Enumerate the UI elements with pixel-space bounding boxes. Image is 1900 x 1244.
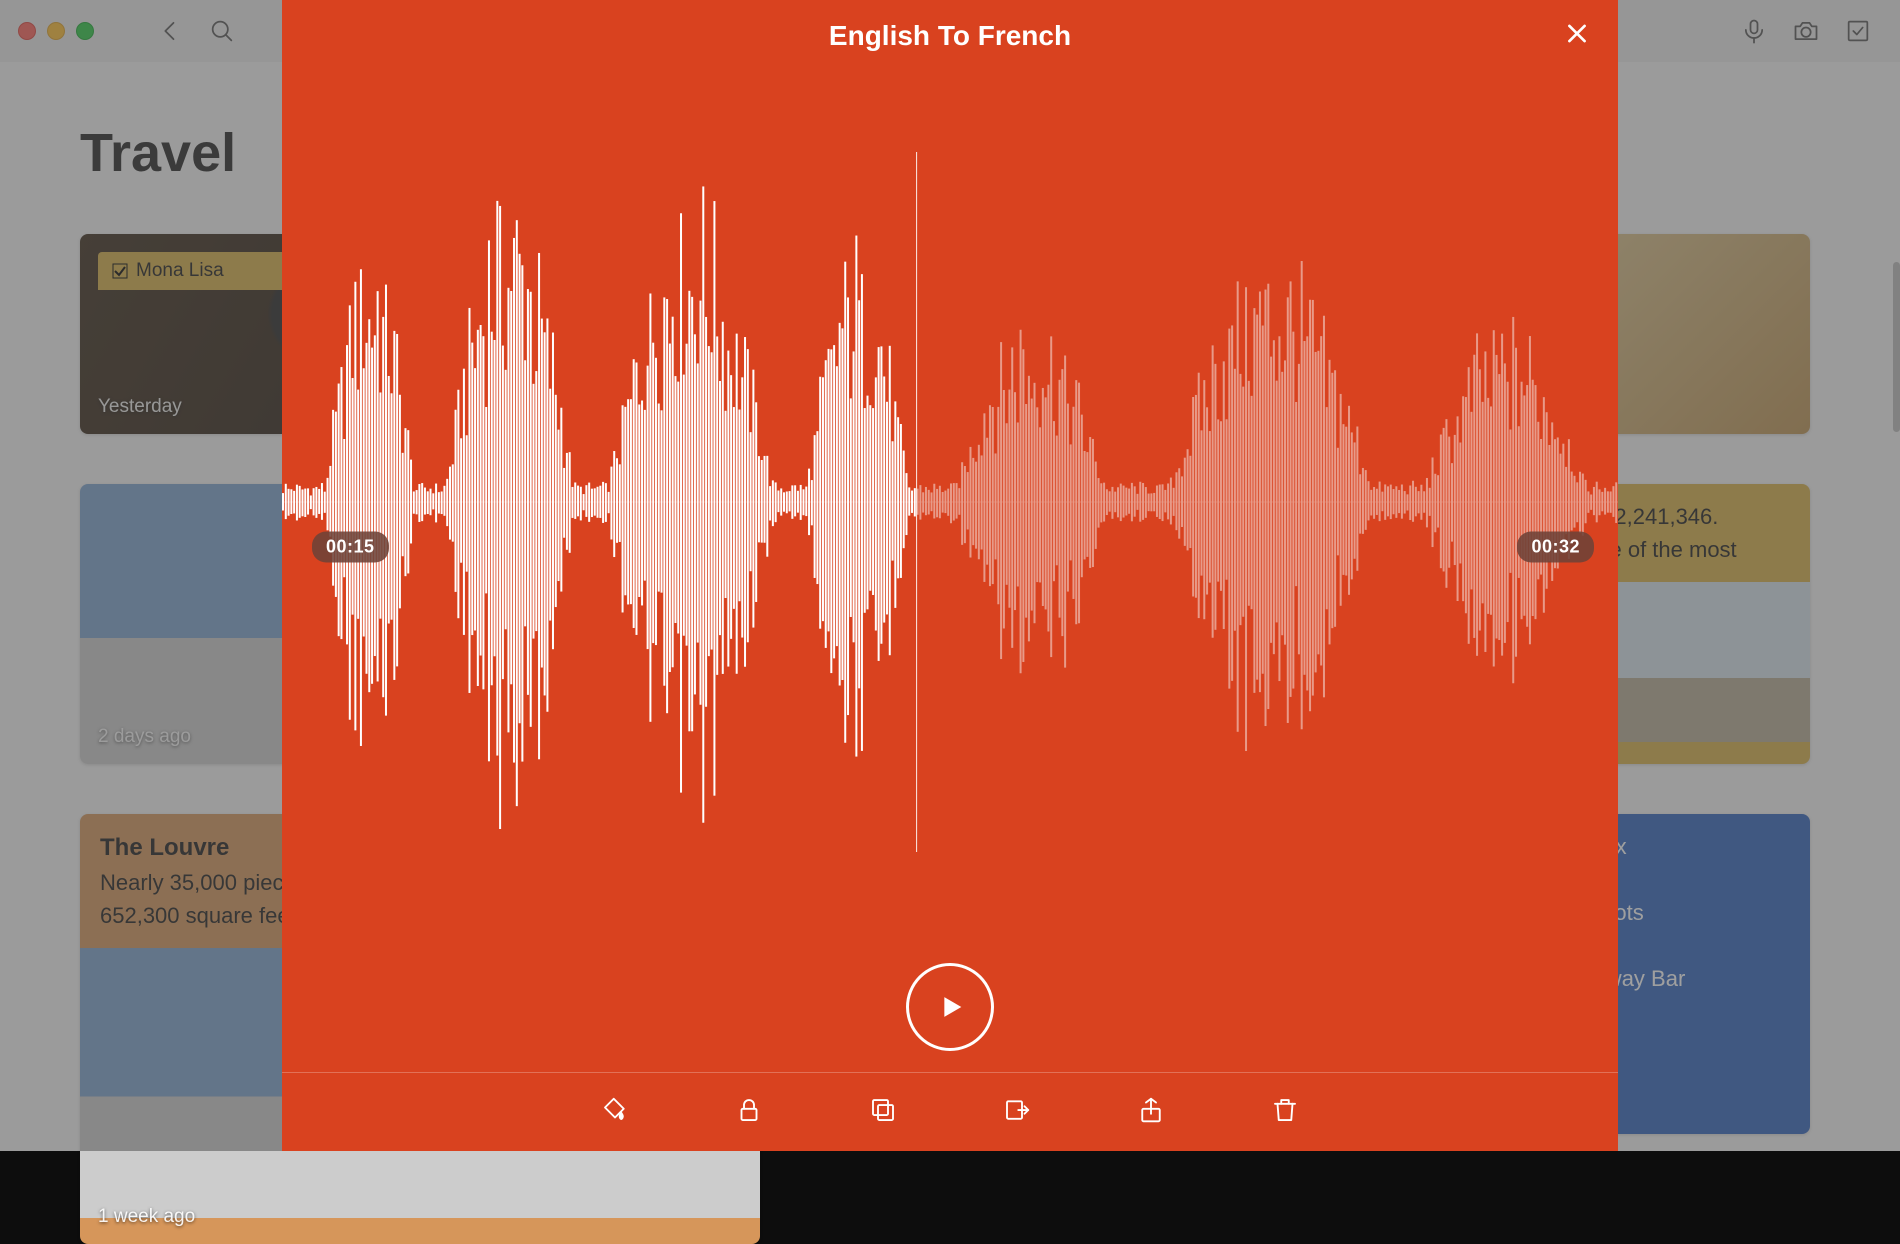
paint-bucket-icon <box>600 1095 630 1125</box>
color-fill-button[interactable] <box>600 1095 630 1130</box>
duration-time-label: 00:32 <box>1517 532 1594 563</box>
lock-icon <box>734 1095 764 1125</box>
close-modal-button[interactable] <box>1564 21 1590 52</box>
modal-header: English To French <box>282 0 1618 72</box>
play-icon <box>933 990 967 1024</box>
share-button[interactable] <box>1136 1095 1166 1130</box>
lock-button[interactable] <box>734 1095 764 1130</box>
card-meta: 1 week ago <box>98 1206 195 1228</box>
delete-button[interactable] <box>1270 1095 1300 1130</box>
play-button[interactable] <box>906 963 994 1051</box>
copy-icon <box>868 1095 898 1125</box>
modal-toolbar <box>282 1072 1618 1151</box>
share-icon <box>1136 1095 1166 1125</box>
modal-title: English To French <box>829 20 1071 52</box>
move-out-button[interactable] <box>1002 1095 1032 1130</box>
trash-icon <box>1270 1095 1300 1125</box>
export-arrow-icon <box>1002 1095 1032 1125</box>
audio-note-modal: English To French 00:15 00:32 <box>282 0 1618 1151</box>
playhead-time-label: 00:15 <box>312 532 389 563</box>
waveform-container[interactable]: 00:15 00:32 <box>282 152 1618 942</box>
audio-waveform[interactable] <box>282 152 1618 852</box>
play-controls <box>282 942 1618 1072</box>
close-icon <box>1564 21 1590 47</box>
copy-button[interactable] <box>868 1095 898 1130</box>
